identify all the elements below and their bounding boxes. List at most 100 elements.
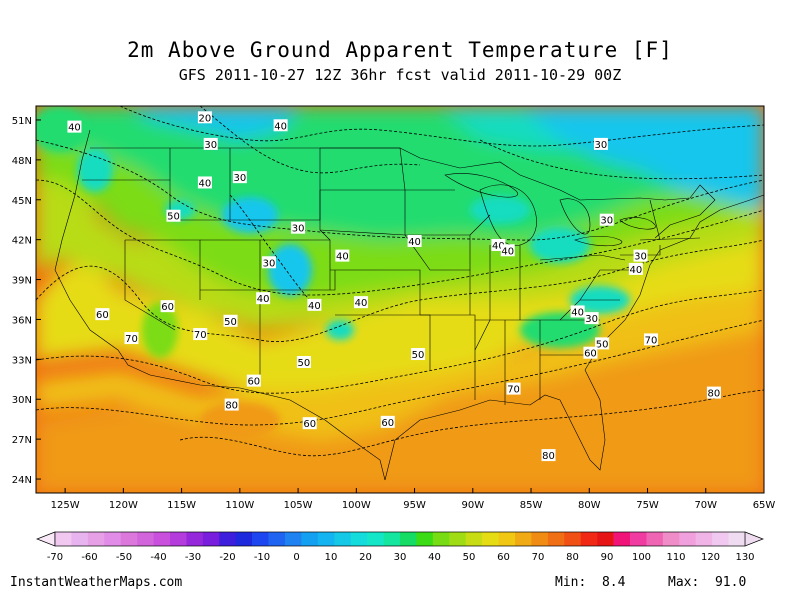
site-credit: InstantWeatherMaps.com — [10, 575, 183, 590]
colorbar-label: 60 — [497, 552, 510, 563]
min-label: Min: — [555, 575, 587, 590]
svg-text:80: 80 — [542, 451, 555, 462]
colorbar-label: 0 — [293, 552, 299, 563]
svg-text:40: 40 — [630, 265, 643, 276]
svg-text:70: 70 — [645, 335, 658, 346]
svg-text:80: 80 — [225, 401, 238, 412]
contour-label: 30 — [593, 137, 608, 151]
contour-label: 40 — [353, 296, 368, 309]
colorbar-swatch — [712, 532, 729, 546]
svg-text:40: 40 — [274, 121, 287, 132]
colorbar-labels: -70 -60 -50 -40 -30 -20 -10 0 10 20 30 40 50 60 70 80 90… — [47, 552, 755, 563]
lat-label: 51N — [12, 116, 32, 127]
svg-text:50: 50 — [224, 317, 237, 328]
contour-label: 40 — [197, 176, 212, 189]
latitude-axis: 51N 48N 45N 42N 39N 36N 33N 30N 27N 24N — [12, 116, 41, 486]
colorbar-swatch — [547, 532, 565, 546]
contour-label: 30 — [633, 249, 648, 263]
contour-label: 80 — [706, 386, 721, 400]
lon-label: 100W — [342, 500, 371, 511]
map-frame — [35, 105, 765, 494]
colorbar-label: 110 — [666, 552, 685, 563]
contour-label: 50 — [411, 348, 426, 361]
colorbar-swatch — [367, 532, 384, 546]
colorbar-swatch — [679, 532, 697, 546]
svg-text:60: 60 — [247, 377, 260, 388]
contour-label: 30 — [203, 137, 218, 151]
contour-label: 40 — [256, 292, 271, 305]
svg-text:40: 40 — [308, 301, 321, 312]
colorbar-label: -60 — [81, 552, 97, 563]
colorbar-swatch — [515, 532, 532, 546]
colorbar-swatch — [285, 532, 302, 546]
lon-label: 120W — [109, 500, 138, 511]
contour-label: 80 — [224, 398, 239, 412]
max-label: Max: — [668, 575, 700, 590]
colorbar-high-arrow — [744, 531, 764, 547]
colorbar-label: 130 — [735, 552, 754, 563]
colorbar-swatch — [465, 532, 483, 546]
contour-label: 70 — [506, 382, 521, 396]
lat-label: 33N — [12, 355, 32, 366]
colorbar-swatch — [613, 532, 631, 546]
svg-text:50: 50 — [167, 212, 180, 223]
contour-label: 40 — [335, 249, 350, 263]
lat-label: 48N — [12, 156, 32, 167]
svg-text:30: 30 — [595, 140, 608, 151]
colorbar-label: -10 — [254, 552, 270, 563]
contour-label: 30 — [232, 171, 247, 184]
colorbar-swatch — [383, 532, 401, 546]
colorbar-low-arrow — [36, 531, 56, 547]
lat-label: 30N — [12, 395, 32, 406]
colorbar-swatch — [219, 532, 237, 546]
colorbar-swatch — [252, 532, 269, 546]
colorbar-swatch — [137, 532, 154, 546]
colorbar-swatch — [334, 532, 352, 546]
contour-label: 50 — [595, 337, 610, 350]
contour-label: 30 — [584, 312, 599, 325]
svg-text:40: 40 — [355, 298, 368, 309]
lat-label: 42N — [12, 236, 32, 247]
svg-text:20: 20 — [199, 113, 212, 124]
svg-text:60: 60 — [303, 419, 316, 430]
svg-text:40: 40 — [257, 294, 270, 305]
colorbar-swatch — [498, 532, 516, 546]
contour-label: 50 — [223, 314, 238, 328]
contour-label: 30 — [599, 213, 614, 227]
colorbar-swatch — [432, 532, 450, 546]
colorbar-label: 50 — [463, 552, 476, 563]
boundary-lines — [54, 129, 764, 481]
colorbar-label: 70 — [532, 552, 545, 563]
colorbar-swatch — [71, 532, 89, 546]
colorbar-label: -20 — [219, 552, 235, 563]
colorbar-swatch — [202, 532, 220, 546]
contour-label: 30 — [291, 221, 306, 235]
svg-text:30: 30 — [585, 314, 598, 325]
lon-label: 115W — [167, 500, 196, 511]
colorbar-swatch — [235, 532, 253, 546]
svg-text:60: 60 — [381, 418, 394, 429]
lon-label: 110W — [225, 500, 254, 511]
lat-label: 27N — [12, 435, 32, 446]
svg-text:40: 40 — [336, 252, 349, 263]
colorbar-swatch — [104, 532, 122, 546]
temperature-field — [36, 106, 764, 493]
svg-text:40: 40 — [492, 241, 505, 252]
svg-text:50: 50 — [596, 339, 609, 350]
svg-text:40: 40 — [408, 237, 421, 248]
colorbar-swatch — [662, 532, 680, 546]
contour-label: 40 — [407, 234, 422, 248]
colorbar-swatch — [153, 532, 171, 546]
lon-label: 80W — [578, 500, 601, 511]
contour-label: 50 — [296, 356, 311, 369]
map-title: 2m Above Ground Apparent Temperature [F] — [127, 38, 673, 62]
svg-text:30: 30 — [233, 173, 246, 184]
svg-text:60: 60 — [161, 302, 174, 313]
colorbar-swatch — [400, 532, 417, 546]
colorbar-swatch — [630, 532, 647, 546]
svg-text:30: 30 — [263, 258, 276, 269]
colorbar-swatch — [580, 532, 598, 546]
contour-label: 70 — [193, 328, 208, 341]
contour-label: 40 — [570, 305, 585, 318]
